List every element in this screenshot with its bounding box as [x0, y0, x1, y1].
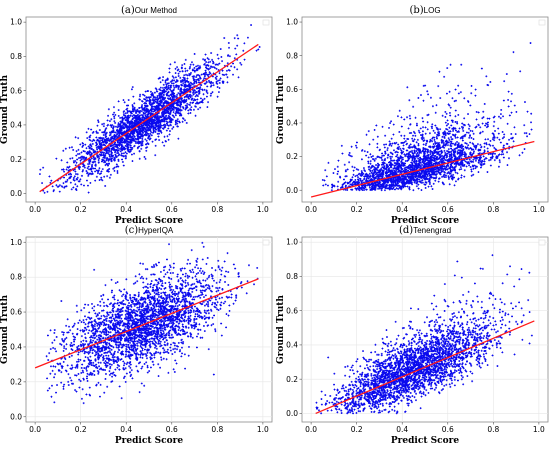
y-axis-label: Ground Truth [276, 295, 286, 364]
y-tick-label: 0.0 [10, 189, 22, 198]
x-ticks: 0.0 0.2 0.4 0.6 0.8 1.0 [29, 422, 269, 434]
y-tick-label: 0.6 [10, 308, 22, 317]
y-tick-label: 0.2 [10, 377, 22, 386]
x-tick-label: 0.8 [487, 425, 499, 434]
panel-tenengrad: 0.0 0.2 0.4 0.6 0.8 1.0 0.0 0.2 0.4 0.6 0.8 1.0 (d… [276, 225, 549, 446]
x-tick-label: 0.0 [305, 425, 317, 434]
x-tick-label: 0.6 [166, 425, 178, 434]
x-axis-label: Predict Score [391, 216, 459, 226]
x-ticks: 0.0 0.2 0.4 0.6 0.8 1.0 [29, 202, 269, 214]
panel-hyperiqa: 0.0 0.2 0.4 0.6 0.8 1.0 0.0 0.2 0.4 0.6 0.8 1.0 (c… [0, 225, 273, 446]
y-tick-label: 1.0 [10, 18, 22, 27]
x-tick-label: 0.2 [75, 205, 87, 214]
scatter-points [315, 254, 533, 415]
panel-title: (b)LOG [409, 5, 440, 16]
panel-title-prefix: (a) [121, 5, 135, 16]
panel-log: 0.0 0.2 0.4 0.6 0.8 1.0 0.0 0.2 0.4 0.6 0.8 1.0 (b… [276, 5, 549, 226]
y-tick-label: 0.4 [10, 121, 22, 130]
x-tick-label: 0.0 [29, 425, 41, 434]
x-tick-label: 0.8 [211, 425, 223, 434]
y-tick-label: 0.2 [286, 152, 298, 161]
y-ticks: 0.0 0.2 0.4 0.6 0.8 1.0 [10, 18, 26, 198]
y-tick-label: 0.4 [286, 119, 298, 128]
y-tick-label: 0.8 [10, 273, 22, 282]
legend-box [538, 19, 546, 26]
x-tick-label: 0.6 [442, 425, 454, 434]
y-tick-label: 0.2 [286, 375, 298, 384]
x-axis-label: Predict Score [391, 436, 459, 446]
fit-line [310, 140, 535, 198]
y-axis-label: Ground Truth [0, 75, 10, 144]
x-tick-label: 1.0 [533, 205, 545, 214]
x-tick-label: 0.2 [351, 205, 363, 214]
legend-box [262, 19, 270, 26]
x-tick-label: 1.0 [257, 425, 269, 434]
panel-title: (d)Tenengrad [399, 225, 451, 236]
plot-frame [25, 16, 273, 203]
y-tick-label: 0.4 [10, 343, 22, 352]
x-axis-label: Predict Score [115, 436, 183, 446]
legend-box [262, 239, 270, 246]
y-tick-label: 0.6 [286, 85, 298, 94]
x-tick-label: 0.0 [29, 205, 41, 214]
y-tick-label: 1.0 [286, 18, 298, 27]
x-tick-label: 0.8 [487, 205, 499, 214]
plot-frame [301, 236, 549, 423]
y-tick-label: 0.0 [10, 412, 22, 421]
y-tick-label: 1.0 [286, 238, 298, 247]
x-ticks: 0.0 0.2 0.4 0.6 0.8 1.0 [305, 422, 545, 434]
panel-title: (c)HyperIQA [125, 225, 174, 236]
panel-title-prefix: (b) [409, 5, 423, 16]
scatter-points [321, 42, 533, 192]
x-tick-label: 0.0 [305, 205, 317, 214]
y-tick-label: 0.8 [286, 51, 298, 60]
y-tick-label: 1.0 [10, 238, 22, 247]
panel-title-prefix: (c) [125, 225, 139, 236]
x-tick-label: 0.4 [120, 205, 132, 214]
panel-title-prefix: (d) [399, 225, 413, 236]
x-tick-label: 0.4 [120, 425, 132, 434]
fit-line [39, 43, 259, 193]
y-tick-label: 0.0 [286, 186, 298, 195]
scatter-marks [315, 254, 533, 415]
scatter-marks [321, 42, 533, 192]
y-tick-label: 0.0 [286, 409, 298, 418]
fit-line [315, 320, 535, 415]
y-tick-label: 0.2 [10, 155, 22, 164]
scatter-points [45, 241, 259, 405]
y-tick-label: 0.6 [10, 86, 22, 95]
x-tick-label: 0.2 [75, 425, 87, 434]
y-tick-label: 0.8 [10, 52, 22, 61]
legend-box [538, 239, 546, 246]
y-tick-label: 0.6 [286, 306, 298, 315]
x-tick-label: 0.6 [442, 205, 454, 214]
x-tick-label: 1.0 [533, 425, 545, 434]
x-ticks: 0.0 0.2 0.4 0.6 0.8 1.0 [305, 202, 545, 214]
y-ticks: 0.0 0.2 0.4 0.6 0.8 1.0 [286, 18, 302, 195]
panel-title-text: HyperIQA [138, 226, 174, 235]
fit-line [34, 278, 259, 369]
x-tick-label: 1.0 [257, 205, 269, 214]
y-axis-label: Ground Truth [276, 75, 286, 144]
panel-title-text: Our Method [135, 6, 177, 15]
x-tick-label: 0.2 [351, 425, 363, 434]
y-ticks: 0.0 0.2 0.4 0.6 0.8 1.0 [286, 238, 302, 418]
x-tick-label: 0.6 [166, 205, 178, 214]
x-axis-label: Predict Score [115, 216, 183, 226]
panel-title: (a)Our Method [121, 5, 177, 16]
x-tick-label: 0.4 [396, 425, 408, 434]
x-tick-label: 0.8 [211, 205, 223, 214]
panel-title-text: LOG [424, 6, 441, 15]
y-tick-label: 0.8 [286, 272, 298, 281]
x-tick-label: 0.4 [396, 205, 408, 214]
panel-title-text: Tenengrad [413, 226, 451, 235]
panel-our-method: 0.0 0.2 0.4 0.6 0.8 1.0 0.0 0.2 0.4 0.6 0.8 1.0 (a… [0, 5, 273, 226]
y-tick-label: 0.4 [286, 341, 298, 350]
y-ticks: 0.0 0.2 0.4 0.6 0.8 1.0 [10, 238, 26, 421]
grid [26, 237, 272, 422]
y-axis-label: Ground Truth [0, 295, 10, 364]
scatter-marks [45, 241, 259, 405]
